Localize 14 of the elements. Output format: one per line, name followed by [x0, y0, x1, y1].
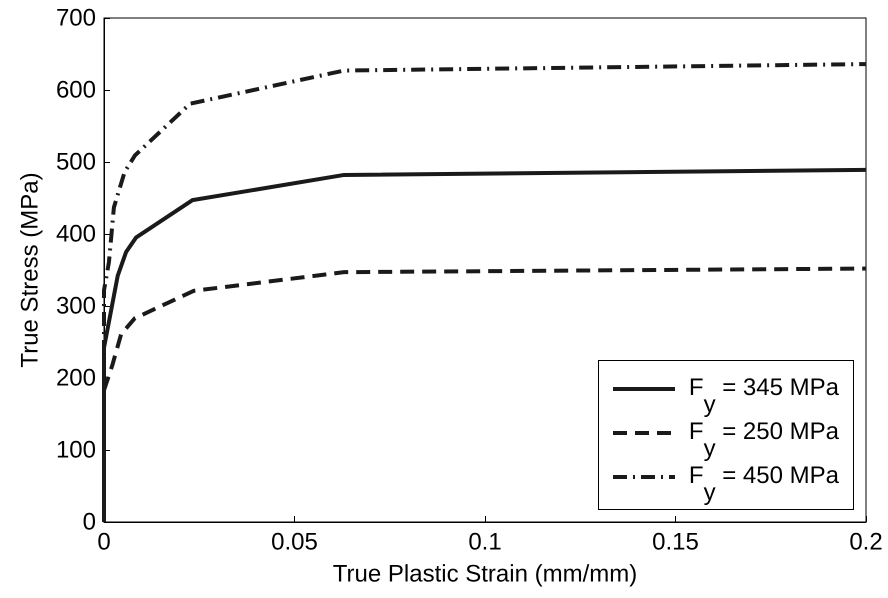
- y-tick-label: 100: [56, 436, 96, 464]
- x-axis-title: True Plastic Strain (mm/mm): [332, 560, 638, 588]
- y-tick-label: 600: [56, 76, 96, 104]
- y-tick-label: 700: [56, 4, 96, 32]
- x-tick-label: 0.05: [271, 528, 318, 556]
- y-tick-label: 400: [56, 220, 96, 248]
- y-tick-label: 0: [82, 508, 96, 536]
- y-tick-label: 200: [56, 364, 96, 392]
- y-axis-title: True Stress (MPa): [16, 172, 44, 368]
- y-tick-label: 300: [56, 292, 96, 320]
- x-tick-label: 0.2: [849, 528, 883, 556]
- x-tick-label: 0.15: [652, 528, 699, 556]
- x-tick-label: 0.1: [468, 528, 502, 556]
- y-tick-label: 500: [56, 148, 96, 176]
